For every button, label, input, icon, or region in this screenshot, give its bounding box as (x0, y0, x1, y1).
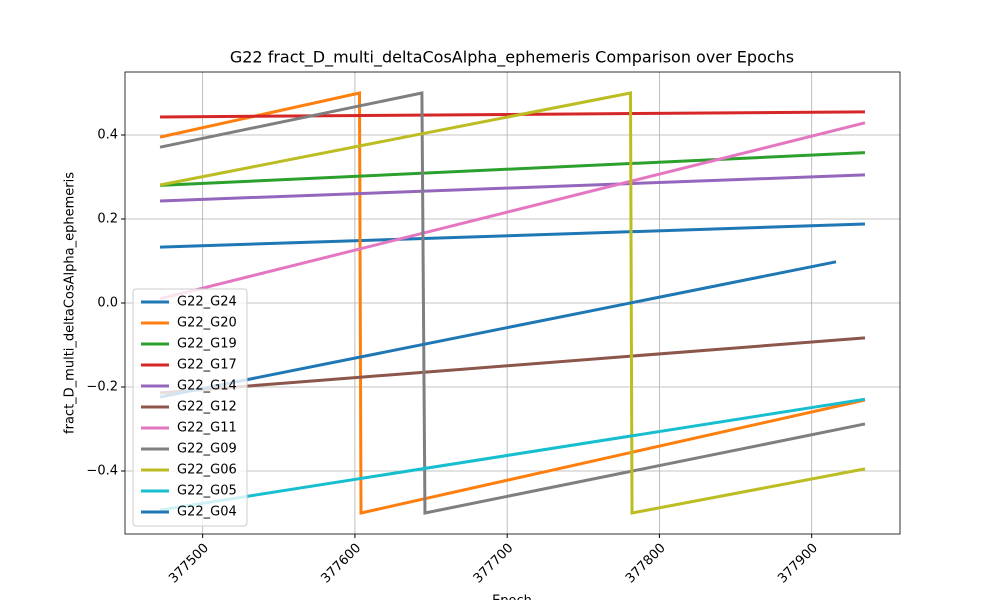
x-tick-label: 377600 (319, 541, 365, 587)
legend-label: G22_G06 (177, 463, 237, 478)
x-tick-label: 377700 (471, 541, 517, 587)
y-tick-label: 0.2 (97, 212, 118, 227)
data-line (159, 260, 837, 399)
x-tick-label: 377500 (166, 541, 212, 587)
plot-frame (124, 71, 901, 535)
data-line (159, 151, 866, 187)
data-line (159, 173, 866, 203)
legend-label: G22_G11 (177, 421, 237, 436)
y-tick-label: −0.4 (86, 464, 118, 479)
legend-label: G22_G19 (177, 337, 237, 352)
legend-label: G22_G12 (177, 400, 237, 415)
chart-title: G22 fract_D_multi_deltaCosAlpha_ephemeri… (230, 48, 794, 68)
x-axis-label: Epoch (492, 594, 532, 600)
data-line (159, 397, 866, 512)
x-tick-label: 377800 (623, 541, 669, 587)
data-line (160, 110, 865, 119)
y-axis-label: fract_D_multi_deltaCosAlpha_ephemeris (63, 172, 78, 434)
data-line (159, 121, 866, 301)
legend-frame (132, 288, 248, 527)
legend-label: G22_G05 (177, 484, 237, 499)
legend-label: G22_G14 (177, 379, 237, 394)
y-tick-label: 0.4 (97, 128, 118, 143)
data-line (159, 222, 866, 249)
data-line (159, 336, 866, 395)
legend-label: G22_G09 (177, 442, 237, 457)
legend-label: G22_G04 (177, 505, 237, 520)
y-tick-label: −0.2 (86, 380, 118, 395)
data-line (159, 91, 866, 515)
y-tick-label: 0.0 (97, 296, 118, 311)
legend-label: G22_G17 (177, 358, 237, 373)
legend-label: G22_G24 (177, 295, 237, 310)
x-tick-label: 377900 (775, 541, 821, 587)
legend-label: G22_G20 (177, 316, 237, 331)
